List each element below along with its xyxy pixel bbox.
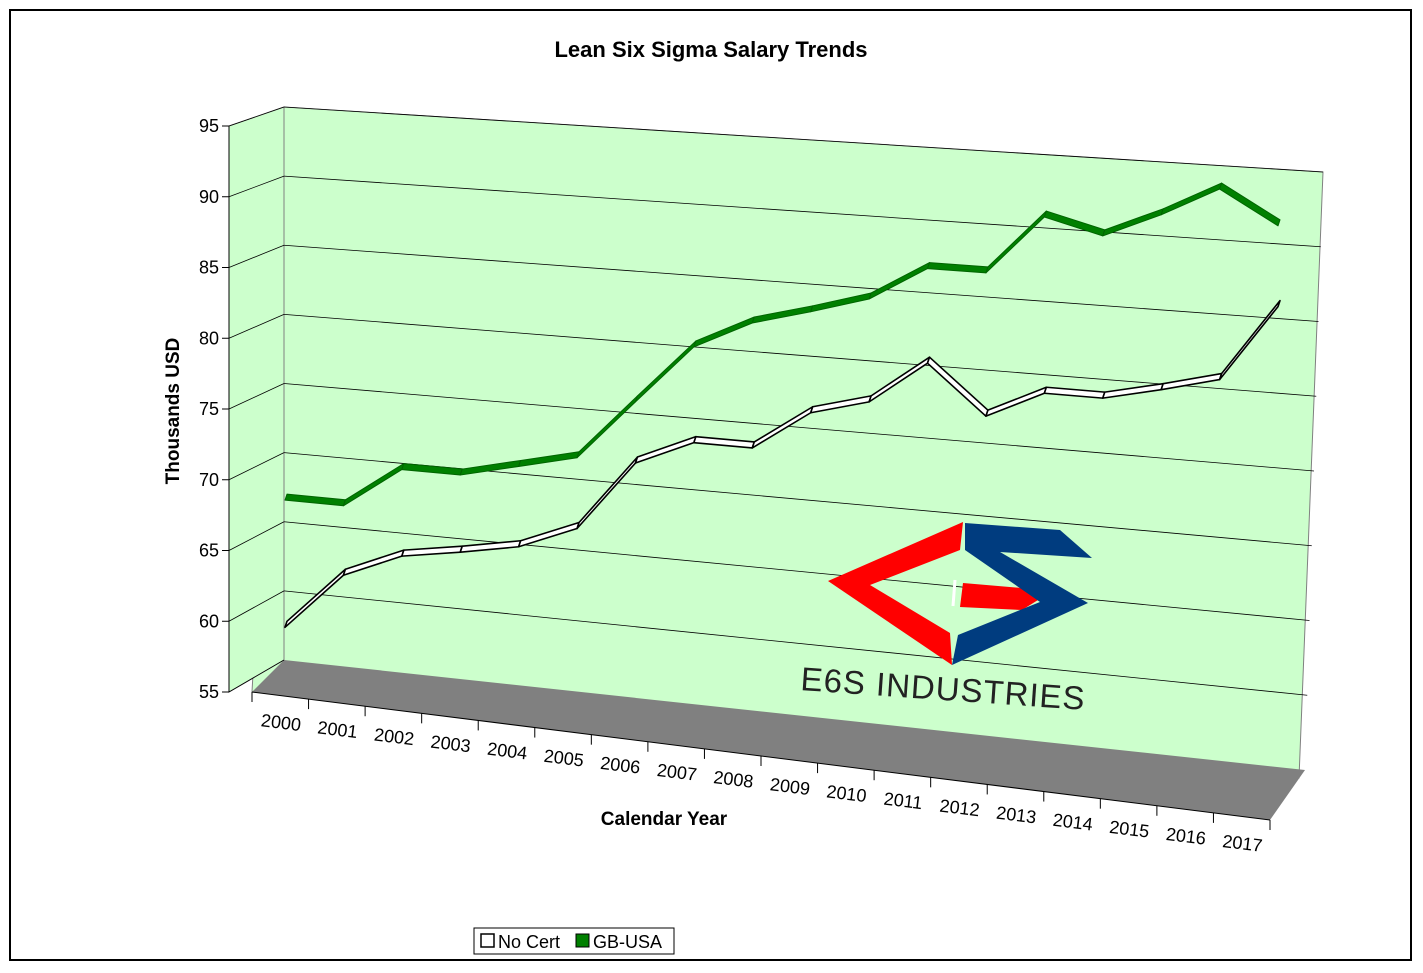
gridline (283, 106, 1324, 173)
y-tick-label: 75 (199, 399, 219, 419)
legend-label-gb-usa: GB-USA (593, 932, 662, 952)
y-tick-label: 60 (199, 611, 219, 631)
side-gridline (228, 244, 285, 268)
x-tick-label: 2011 (883, 789, 924, 814)
y-tick-label: 55 (199, 682, 219, 702)
y-tick-label: 90 (199, 187, 219, 207)
gridline (283, 244, 1319, 322)
x-tick-label: 2005 (543, 746, 585, 771)
legend: No Cert GB-USA (473, 927, 675, 955)
x-axis: 2000 2001 2002 2003 2004 2005 2006 2007 2008 2009… (251, 692, 1271, 856)
y-tick-label: 80 (199, 328, 219, 348)
side-gridline (228, 590, 285, 622)
x-tick-label: 2001 (316, 717, 358, 742)
gridline (283, 383, 1315, 472)
logo-blue-chevron (952, 523, 1092, 665)
y-axis: 55 60 65 70 75 80 85 90 95 (199, 116, 230, 702)
gridline (283, 521, 1310, 621)
x-tick-label: 2016 (1165, 824, 1207, 849)
side-gridline (228, 452, 285, 481)
x-tick-label: 2007 (656, 760, 698, 785)
floor (252, 660, 1305, 820)
x-axis-title: Calendar Year (601, 809, 728, 830)
y-tick-label: 65 (199, 541, 219, 561)
y-axis-title: Thousands USD (163, 338, 184, 485)
side-gridline (228, 383, 285, 410)
side-gridline (228, 175, 285, 198)
legend-box (473, 927, 675, 955)
x-tick-label: 2006 (599, 753, 641, 778)
x-tick-label: 2010 (825, 781, 867, 806)
x-tick-label: 2015 (1108, 817, 1150, 842)
y-tick-label: 95 (199, 116, 219, 136)
y-tick-label: 85 (199, 258, 219, 278)
series-gb-usa (284, 182, 1281, 507)
side-gridline (228, 521, 285, 551)
x-tick-label: 2014 (1052, 810, 1094, 835)
x-tick-label: 2000 (260, 710, 302, 735)
x-tick-label: 2008 (712, 767, 754, 792)
x-tick-label: 2017 (1221, 831, 1263, 856)
gridline (283, 175, 1321, 248)
logo-red-divider (951, 579, 957, 607)
side-gridline (228, 314, 285, 339)
x-tick-label: 2003 (430, 732, 472, 757)
series-layer (284, 182, 1281, 629)
side-wall (228, 106, 285, 693)
side-gridline (228, 659, 285, 693)
gridline (283, 590, 1308, 696)
gridline (283, 313, 1317, 397)
line-segment (1218, 299, 1281, 381)
legend-label-no-cert: No Cert (498, 932, 560, 952)
legend-swatch-gb-usa (575, 933, 590, 948)
line-segment (1219, 182, 1281, 227)
x-tick-label: 2009 (769, 774, 811, 799)
series-no-cert (284, 299, 1281, 629)
x-tick-label: 2004 (486, 739, 528, 764)
gridlines (228, 106, 1324, 696)
legend-swatch-no-cert (480, 933, 495, 948)
x-tick-label: 2012 (939, 796, 981, 821)
x-tick-label: 2013 (995, 803, 1037, 828)
y-tick-label: 70 (199, 470, 219, 490)
logo-red-chevron (828, 522, 963, 665)
side-gridline (228, 106, 285, 127)
x-tick-label: 2002 (373, 724, 415, 749)
chart-title: Lean Six Sigma Salary Trends (554, 37, 867, 62)
logo-red-bar (960, 583, 1038, 610)
